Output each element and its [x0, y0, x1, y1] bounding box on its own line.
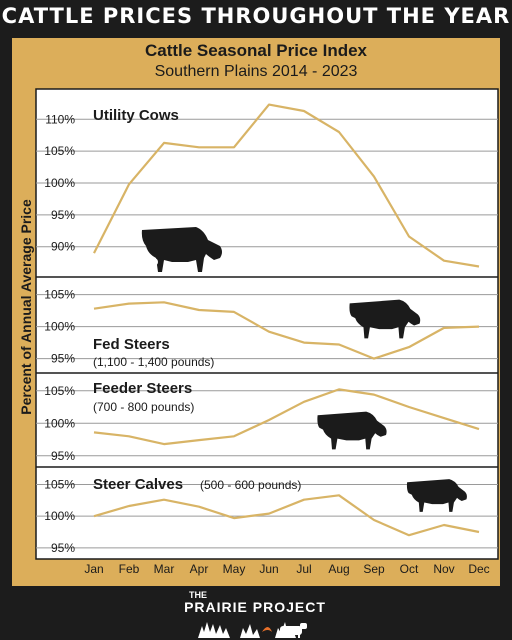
series-line-utility-cows: [93, 103, 480, 268]
grass-silhouette-icon: [198, 622, 307, 638]
y-tick-label: 105%: [44, 384, 75, 398]
y-tick-label: 95%: [51, 208, 75, 222]
cow-icon: [141, 227, 222, 272]
y-tick-label: 90%: [51, 240, 75, 254]
series-line-feeder-steers: [93, 388, 480, 446]
x-tick-label: Aug: [328, 562, 349, 576]
header-bar: CATTLE PRICES THROUGHOUT THE YEAR: [0, 0, 512, 38]
y-tick-label: 105%: [44, 288, 75, 302]
y-tick-label: 105%: [44, 144, 75, 158]
panel-detail: (700 - 800 pounds): [93, 400, 194, 414]
header-title: CATTLE PRICES THROUGHOUT THE YEAR: [1, 4, 511, 28]
y-tick-label: 105%: [44, 478, 75, 492]
x-tick-label: Mar: [154, 562, 175, 576]
x-tick-label: Sep: [363, 562, 385, 576]
feeder-steer-icon: [317, 411, 387, 450]
y-tick-label: 110%: [45, 112, 75, 126]
prairie-project-logo: THE PRAIRIE PROJECT: [180, 588, 330, 638]
y-tick-label: 95%: [51, 352, 75, 366]
panel-title: Feeder Steers: [93, 380, 192, 397]
calf-icon: [406, 479, 467, 512]
panel-title: Steer Calves: [93, 476, 183, 493]
x-tick-label: Apr: [190, 562, 209, 576]
panel-title: Utility Cows: [93, 107, 179, 124]
series-line-fed-steers: [93, 301, 480, 360]
x-tick-label: Nov: [433, 562, 454, 576]
x-tick-label: Feb: [119, 562, 140, 576]
y-tick-label: 100%: [44, 509, 75, 523]
x-tick-label: Dec: [468, 562, 489, 576]
y-tick-label: 100%: [44, 176, 75, 190]
chart-title: Cattle Seasonal Price Index: [144, 41, 368, 60]
x-tick-label: Oct: [400, 562, 419, 576]
x-tick-label: Jun: [259, 562, 278, 576]
panel-detail: (500 - 600 pounds): [200, 478, 301, 492]
logo-the-text: THE: [189, 590, 207, 600]
x-tick-label: Jul: [296, 562, 311, 576]
chart-subtitle: Southern Plains 2014 - 2023: [154, 63, 358, 80]
y-tick-label: 100%: [44, 320, 75, 334]
x-tick-label: Jan: [84, 562, 103, 576]
plot-area: [35, 88, 499, 560]
series-line-steer-calves: [93, 494, 480, 537]
panel-title: Fed Steers: [93, 336, 170, 353]
steer-icon: [349, 299, 421, 339]
panel-detail: (1,100 - 1,400 pounds): [93, 355, 214, 369]
y-tick-label: 95%: [51, 541, 75, 555]
logo-name-text: PRAIRIE PROJECT: [184, 599, 326, 615]
y-tick-label: 100%: [44, 416, 75, 430]
y-tick-label: 95%: [51, 449, 75, 463]
x-tick-label: May: [223, 562, 246, 576]
